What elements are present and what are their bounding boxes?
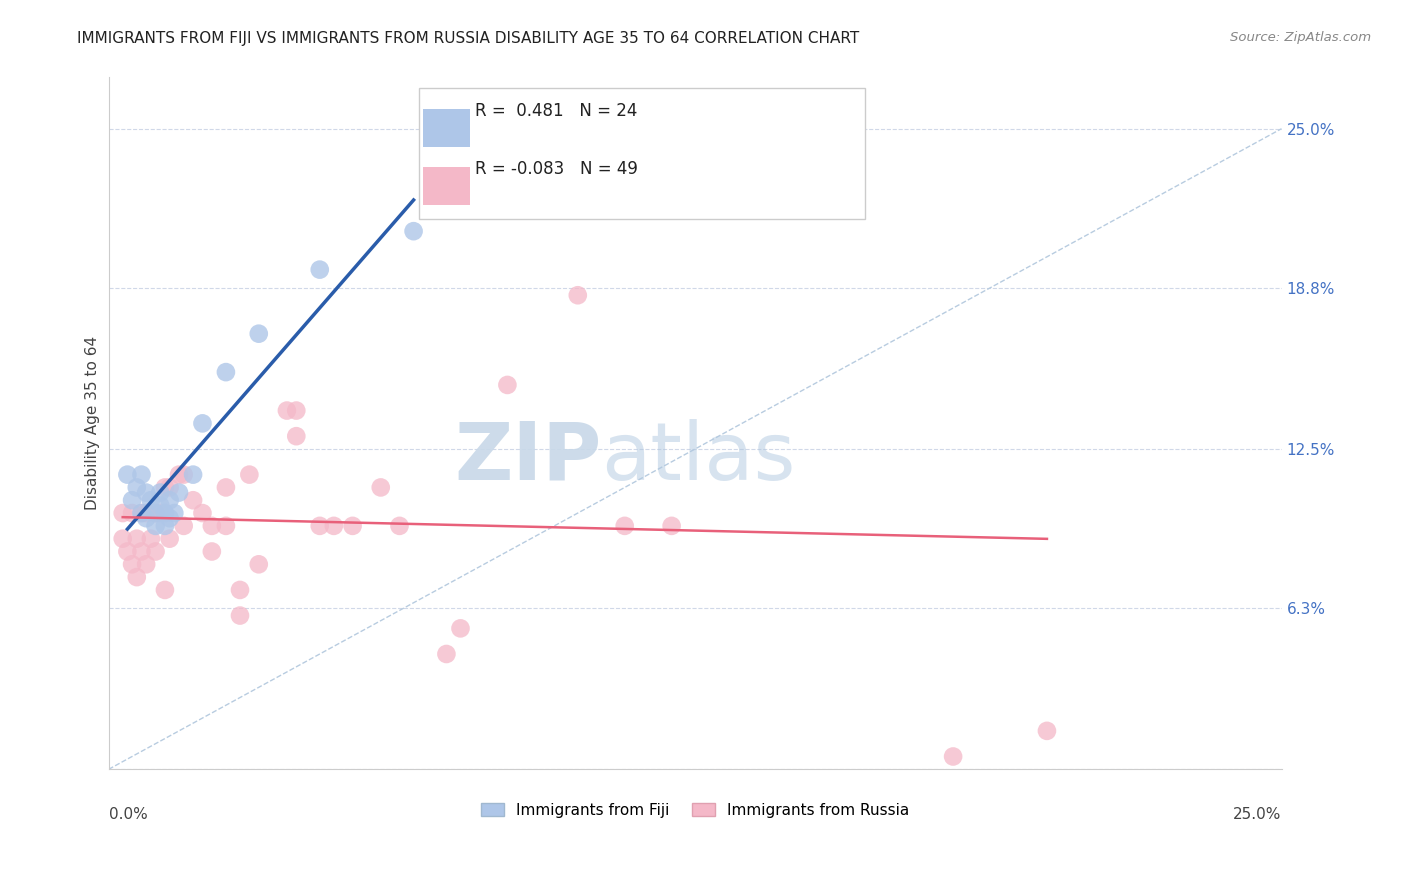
Y-axis label: Disability Age 35 to 64: Disability Age 35 to 64 bbox=[86, 336, 100, 510]
Point bbox=[117, 544, 139, 558]
Text: atlas: atlas bbox=[602, 419, 796, 497]
Point bbox=[191, 506, 214, 520]
Point bbox=[450, 621, 472, 635]
Point bbox=[111, 506, 134, 520]
Point bbox=[191, 417, 214, 431]
Point bbox=[308, 519, 330, 533]
Point bbox=[153, 480, 176, 494]
Point bbox=[125, 532, 148, 546]
Point bbox=[149, 506, 172, 520]
Point bbox=[181, 467, 204, 482]
Point bbox=[121, 558, 143, 572]
Point bbox=[159, 480, 181, 494]
Point bbox=[229, 608, 252, 623]
Point bbox=[159, 511, 181, 525]
Point bbox=[153, 519, 176, 533]
Point bbox=[942, 749, 965, 764]
Point bbox=[496, 378, 519, 392]
Point bbox=[181, 493, 204, 508]
Point bbox=[276, 403, 298, 417]
Point bbox=[173, 467, 195, 482]
Point bbox=[342, 519, 364, 533]
Point bbox=[436, 647, 458, 661]
Point bbox=[131, 544, 153, 558]
Point bbox=[824, 198, 846, 212]
Point bbox=[149, 485, 172, 500]
FancyBboxPatch shape bbox=[423, 109, 470, 146]
Point bbox=[117, 467, 139, 482]
Point bbox=[131, 506, 153, 520]
Point bbox=[149, 499, 172, 513]
Point bbox=[402, 224, 425, 238]
Point bbox=[247, 326, 270, 341]
Point bbox=[201, 519, 224, 533]
Point bbox=[145, 506, 167, 520]
Point bbox=[131, 467, 153, 482]
Point bbox=[370, 480, 392, 494]
Point bbox=[163, 506, 186, 520]
Text: ZIP: ZIP bbox=[454, 419, 602, 497]
Legend: Immigrants from Fiji, Immigrants from Russia: Immigrants from Fiji, Immigrants from Ru… bbox=[475, 797, 915, 824]
Point bbox=[125, 570, 148, 584]
Point bbox=[613, 519, 636, 533]
Point bbox=[285, 429, 308, 443]
Point bbox=[215, 519, 238, 533]
Point bbox=[135, 511, 157, 525]
Point bbox=[153, 582, 176, 597]
Point bbox=[215, 480, 238, 494]
Point bbox=[139, 532, 162, 546]
Point bbox=[201, 544, 224, 558]
Point bbox=[135, 506, 157, 520]
Text: IMMIGRANTS FROM FIJI VS IMMIGRANTS FROM RUSSIA DISABILITY AGE 35 TO 64 CORRELATI: IMMIGRANTS FROM FIJI VS IMMIGRANTS FROM … bbox=[77, 31, 859, 46]
Point bbox=[215, 365, 238, 379]
Point bbox=[238, 467, 260, 482]
Point bbox=[121, 493, 143, 508]
Point bbox=[131, 506, 153, 520]
Point bbox=[167, 467, 190, 482]
Point bbox=[111, 532, 134, 546]
Point bbox=[661, 519, 683, 533]
Point bbox=[322, 519, 344, 533]
Point bbox=[145, 506, 167, 520]
Point bbox=[167, 485, 190, 500]
Text: 25.0%: 25.0% bbox=[1233, 807, 1281, 822]
Point bbox=[159, 493, 181, 508]
Point bbox=[247, 558, 270, 572]
Point bbox=[173, 519, 195, 533]
Point bbox=[567, 288, 589, 302]
Text: R = -0.083   N = 49: R = -0.083 N = 49 bbox=[475, 161, 637, 178]
Point bbox=[159, 532, 181, 546]
Point bbox=[135, 485, 157, 500]
FancyBboxPatch shape bbox=[423, 168, 470, 205]
Point bbox=[121, 506, 143, 520]
Point bbox=[153, 506, 176, 520]
Point bbox=[1036, 723, 1059, 738]
Point bbox=[139, 493, 162, 508]
Point bbox=[308, 262, 330, 277]
Text: R =  0.481   N = 24: R = 0.481 N = 24 bbox=[475, 102, 637, 120]
Point bbox=[125, 480, 148, 494]
Point bbox=[229, 582, 252, 597]
Point bbox=[388, 519, 411, 533]
Point bbox=[145, 519, 167, 533]
Point bbox=[145, 544, 167, 558]
Point bbox=[135, 558, 157, 572]
Text: Source: ZipAtlas.com: Source: ZipAtlas.com bbox=[1230, 31, 1371, 45]
Text: 0.0%: 0.0% bbox=[108, 807, 148, 822]
FancyBboxPatch shape bbox=[419, 87, 865, 219]
Point bbox=[285, 403, 308, 417]
